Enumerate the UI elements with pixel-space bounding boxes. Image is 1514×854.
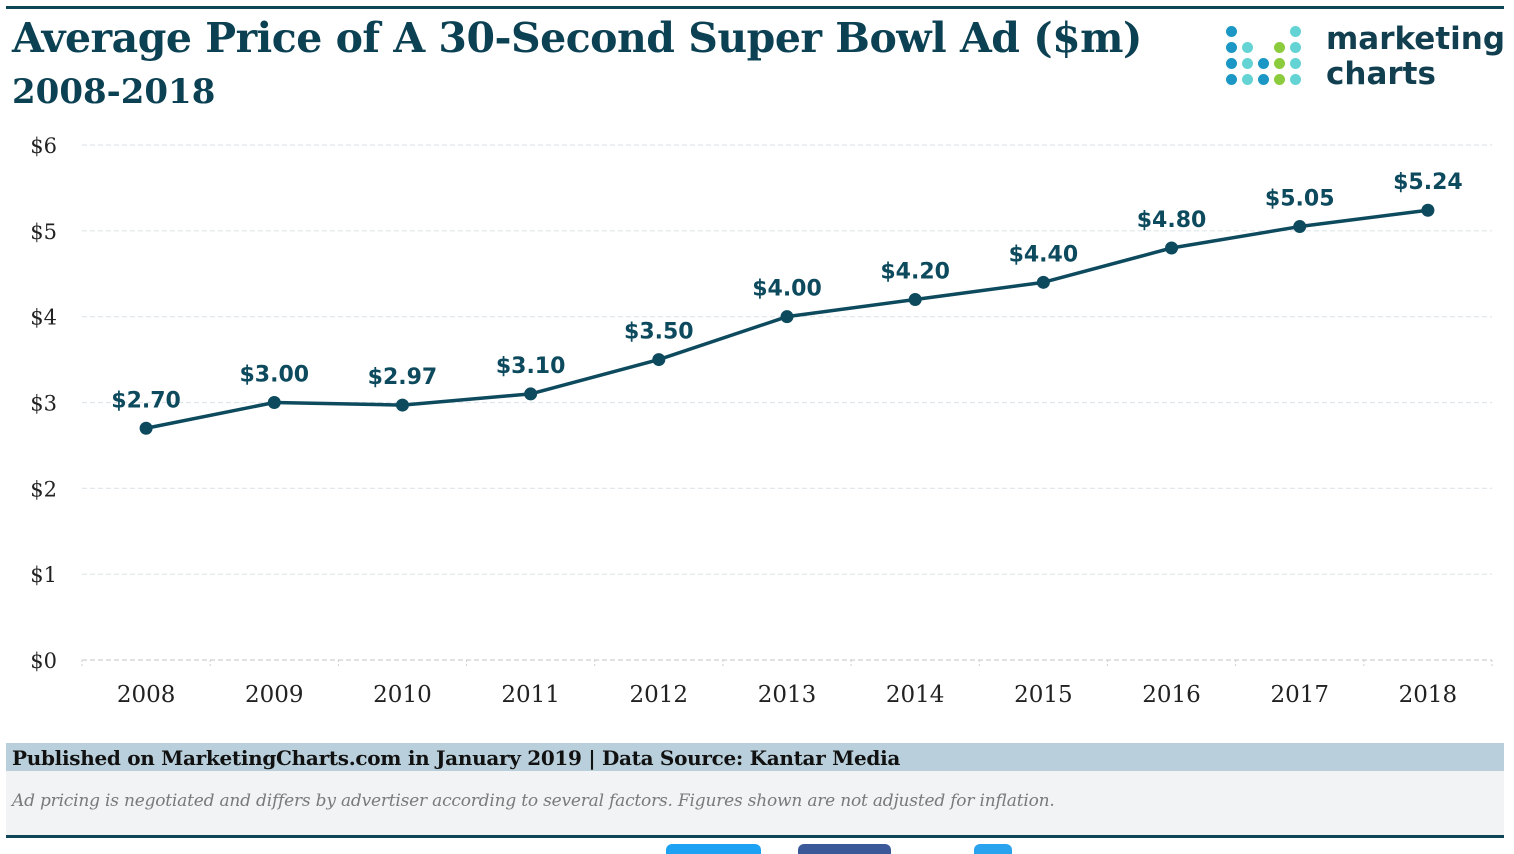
logo-dot: [1242, 58, 1253, 69]
data-point: [1293, 220, 1307, 234]
x-tick-label: 2014: [886, 682, 945, 708]
footer-source-bar: Published on MarketingCharts.com in Janu…: [6, 743, 1504, 771]
line-chart: $0$1$2$3$4$5$6 2008 2009 2010 2011 2012 2013 2…: [30, 134, 1493, 708]
share-button[interactable]: [974, 844, 1012, 854]
logo-dot: [1226, 42, 1237, 53]
y-tick-label: $5: [30, 220, 57, 244]
logo-dot: [1274, 74, 1285, 85]
logo-dot: [1258, 58, 1269, 69]
logo-dot: [1226, 26, 1237, 37]
x-axis: 2008 2009 2010 2011 2012 2013 2014 2015 2016 2017…: [81, 660, 1493, 708]
x-tick-label: 2011: [501, 682, 560, 708]
data-label: $2.70: [111, 388, 181, 413]
data-label: $4.00: [752, 277, 822, 302]
top-rule: [6, 6, 1504, 9]
x-tick-label: 2015: [1014, 682, 1073, 708]
logo-dot: [1274, 42, 1285, 53]
x-tick-label: 2010: [373, 682, 432, 708]
y-tick-label: $6: [30, 134, 57, 158]
y-tick-label: $0: [30, 649, 57, 673]
x-tick-label: 2016: [1142, 682, 1201, 708]
logo-dot: [1290, 58, 1301, 69]
data-point: [1165, 241, 1179, 255]
data-point: [395, 398, 409, 412]
twitter-share-button[interactable]: [666, 844, 761, 854]
x-tick-label: 2009: [245, 682, 304, 708]
y-axis: $0 $1 $2 $3 $4 $5 $6: [30, 134, 57, 673]
data-label: $5.05: [1265, 187, 1335, 212]
data-points: [139, 203, 1435, 435]
data-point: [267, 396, 281, 409]
data-point: [139, 421, 153, 435]
y-tick-label: $3: [30, 392, 57, 416]
logo-text: marketing charts: [1326, 22, 1505, 92]
data-label: $3.00: [239, 363, 309, 388]
y-tick-label: $1: [30, 563, 57, 587]
logo-dot: [1290, 42, 1301, 53]
data-point: [1036, 275, 1050, 289]
data-label: $4.40: [1009, 242, 1079, 267]
x-tick-label: 2018: [1399, 682, 1458, 708]
data-label: $5.24: [1393, 170, 1463, 195]
data-label: $2.97: [368, 365, 438, 390]
logo-dots-icon: [1226, 22, 1316, 102]
data-label: $3.50: [624, 320, 694, 345]
logo-dot: [1274, 58, 1285, 69]
logo-dot: [1290, 26, 1301, 37]
x-tick-label: 2008: [117, 682, 176, 708]
x-tick-label: 2012: [630, 682, 689, 708]
data-label: $4.80: [1137, 208, 1207, 233]
data-point: [908, 293, 922, 306]
x-tick-label: 2013: [758, 682, 817, 708]
logo-dot: [1226, 74, 1237, 85]
note-text: Ad pricing is negotiated and differs by …: [12, 791, 1055, 811]
logo-dot: [1226, 58, 1237, 69]
data-label: $3.10: [496, 354, 566, 379]
data-point: [780, 310, 794, 324]
x-tick-label: 2017: [1270, 682, 1329, 708]
logo-line-2: charts: [1326, 56, 1436, 92]
logo-dot: [1242, 42, 1253, 53]
marketing-charts-logo[interactable]: marketing charts: [1226, 22, 1506, 102]
chart-title: Average Price of A 30-Second Super Bowl …: [12, 14, 1142, 62]
data-labels: $2.70 $3.00 $2.97 $3.10 $3.50 $4.00 $4.20 $4.40…: [111, 170, 1462, 413]
data-point: [652, 353, 666, 367]
data-point: [1421, 203, 1435, 217]
data-point: [524, 387, 538, 401]
facebook-share-button[interactable]: [798, 844, 891, 854]
logo-dot: [1258, 74, 1269, 85]
logo-dot: [1242, 74, 1253, 85]
logo-line-1: marketing: [1326, 21, 1506, 57]
y-tick-label: $2: [30, 477, 57, 501]
footer-note-bar: Ad pricing is negotiated and differs by …: [6, 771, 1504, 838]
source-text: Published on MarketingCharts.com in Janu…: [12, 746, 901, 770]
y-tick-label: $4: [30, 306, 57, 330]
data-label: $4.20: [880, 260, 950, 285]
chart-subtitle: 2008-2018: [12, 72, 216, 112]
logo-dot: [1290, 74, 1301, 85]
